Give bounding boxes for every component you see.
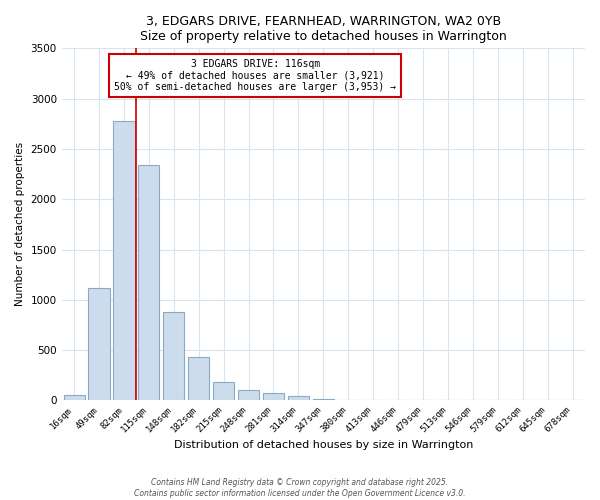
Bar [138,165,160,400]
Y-axis label: Number of detached properties: Number of detached properties [15,142,25,306]
Bar [288,396,309,400]
Bar [163,312,184,400]
Title: 3, EDGARS DRIVE, FEARNHEAD, WARRINGTON, WA2 0YB
Size of property relative to det: 3, EDGARS DRIVE, FEARNHEAD, WARRINGTON, … [140,15,507,43]
Bar [64,395,85,400]
Bar [238,390,259,400]
Bar [263,394,284,400]
Bar [88,288,110,401]
X-axis label: Distribution of detached houses by size in Warrington: Distribution of detached houses by size … [173,440,473,450]
Text: Contains HM Land Registry data © Crown copyright and database right 2025.
Contai: Contains HM Land Registry data © Crown c… [134,478,466,498]
Text: 3 EDGARS DRIVE: 116sqm
← 49% of detached houses are smaller (3,921)
50% of semi-: 3 EDGARS DRIVE: 116sqm ← 49% of detached… [115,59,397,92]
Bar [213,382,234,400]
Bar [188,357,209,401]
Bar [113,121,134,400]
